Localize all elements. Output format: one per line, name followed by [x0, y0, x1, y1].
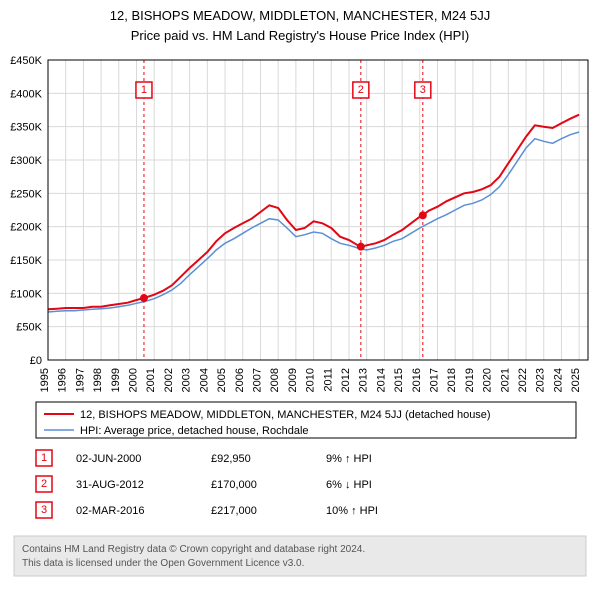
- sale-marker-num: 1: [141, 84, 147, 96]
- transaction-delta: 6% ↓ HPI: [326, 479, 372, 491]
- x-tick-label: 2014: [375, 368, 387, 392]
- y-tick-label: £250K: [10, 188, 42, 200]
- chart-svg: 12, BISHOPS MEADOW, MIDDLETON, MANCHESTE…: [0, 0, 600, 590]
- sale-dot: [357, 243, 365, 251]
- y-tick-label: £300K: [10, 155, 42, 167]
- footer-line2: This data is licensed under the Open Gov…: [22, 558, 304, 569]
- y-tick-label: £0: [30, 355, 42, 367]
- x-tick-label: 2020: [482, 368, 494, 392]
- x-tick-label: 1998: [92, 368, 104, 392]
- chart-container: 12, BISHOPS MEADOW, MIDDLETON, MANCHESTE…: [0, 0, 600, 590]
- transaction-delta: 9% ↑ HPI: [326, 453, 372, 465]
- sale-dot: [419, 211, 427, 219]
- x-tick-label: 2019: [464, 368, 476, 392]
- y-tick-label: £400K: [10, 88, 42, 100]
- x-tick-label: 2024: [552, 368, 564, 392]
- transaction-price: £92,950: [211, 453, 251, 465]
- x-tick-label: 2005: [216, 368, 228, 392]
- x-tick-label: 1997: [74, 368, 86, 392]
- x-tick-label: 2000: [128, 368, 140, 392]
- sale-marker-num: 2: [358, 84, 364, 96]
- x-tick-label: 2003: [181, 368, 193, 392]
- y-tick-label: £450K: [10, 55, 42, 67]
- x-tick-label: 2004: [198, 368, 210, 392]
- transaction-date: 31-AUG-2012: [76, 479, 144, 491]
- x-tick-label: 2016: [411, 368, 423, 392]
- legend-label: 12, BISHOPS MEADOW, MIDDLETON, MANCHESTE…: [80, 409, 491, 421]
- x-tick-label: 2021: [499, 368, 511, 392]
- x-tick-label: 2012: [340, 368, 352, 392]
- x-tick-label: 2018: [446, 368, 458, 392]
- x-tick-label: 2011: [322, 368, 334, 392]
- x-tick-label: 1999: [110, 368, 122, 392]
- transaction-marker-num: 3: [41, 504, 47, 516]
- transaction-price: £170,000: [211, 479, 257, 491]
- transaction-date: 02-MAR-2016: [76, 505, 144, 517]
- transaction-delta: 10% ↑ HPI: [326, 505, 378, 517]
- x-tick-label: 2023: [535, 368, 547, 392]
- x-tick-label: 1995: [39, 368, 51, 392]
- transaction-date: 02-JUN-2000: [76, 453, 141, 465]
- footer-box: [14, 536, 586, 576]
- x-tick-label: 2022: [517, 368, 529, 392]
- x-tick-label: 1996: [57, 368, 69, 392]
- chart-title-line1: 12, BISHOPS MEADOW, MIDDLETON, MANCHESTE…: [110, 8, 490, 23]
- y-tick-label: £150K: [10, 255, 42, 267]
- legend-label: HPI: Average price, detached house, Roch…: [80, 425, 309, 437]
- x-tick-label: 2002: [163, 368, 175, 392]
- sale-dot: [140, 294, 148, 302]
- chart-title-line2: Price paid vs. HM Land Registry's House …: [131, 28, 469, 43]
- x-tick-label: 2008: [269, 368, 281, 392]
- x-tick-label: 2010: [305, 368, 317, 392]
- transaction-price: £217,000: [211, 505, 257, 517]
- x-tick-label: 2015: [393, 368, 405, 392]
- y-tick-label: £200K: [10, 222, 42, 234]
- y-tick-label: £350K: [10, 122, 42, 134]
- y-tick-label: £100K: [10, 288, 42, 300]
- x-tick-label: 2013: [358, 368, 370, 392]
- footer-line1: Contains HM Land Registry data © Crown c…: [22, 544, 365, 555]
- x-tick-label: 2017: [429, 368, 441, 392]
- transaction-marker-num: 2: [41, 478, 47, 490]
- x-tick-label: 2006: [234, 368, 246, 392]
- x-tick-label: 2007: [251, 368, 263, 392]
- y-tick-label: £50K: [16, 322, 42, 334]
- x-tick-label: 2009: [287, 368, 299, 392]
- x-tick-label: 2025: [570, 368, 582, 392]
- transaction-marker-num: 1: [41, 452, 47, 464]
- x-tick-label: 2001: [145, 368, 157, 392]
- sale-marker-num: 3: [420, 84, 426, 96]
